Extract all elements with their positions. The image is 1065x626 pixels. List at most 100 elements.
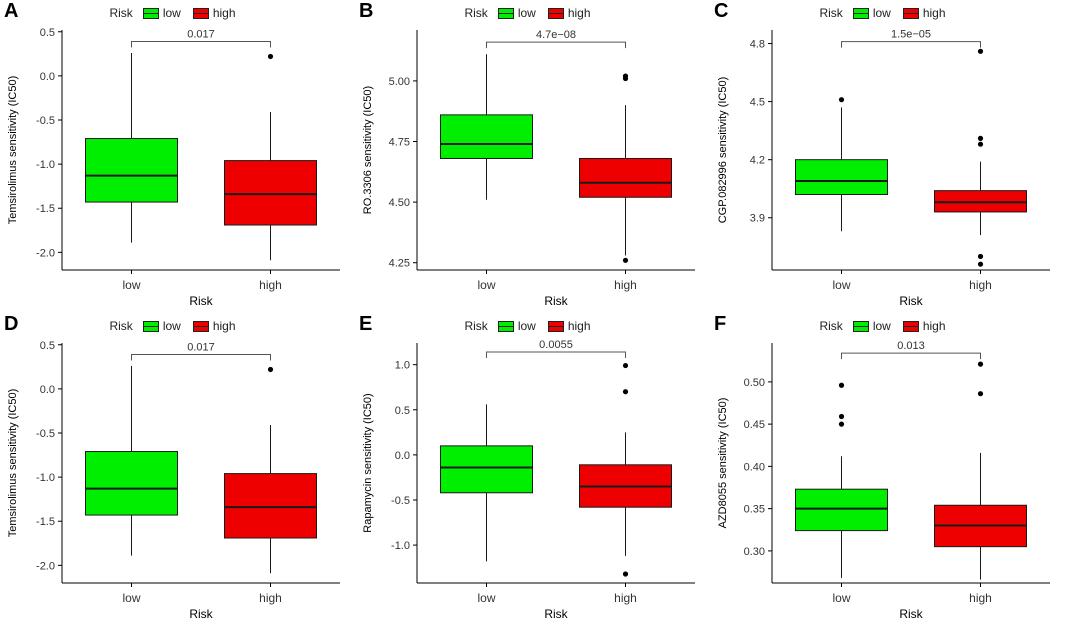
outlier-point [838,413,845,420]
box-low [795,488,888,532]
outlier-point [838,421,845,427]
legend-label-high: high [212,6,236,20]
legend-key-high [547,7,564,19]
y-axis-title: RO.3306 sensitivity (IC50) [362,86,374,214]
chart-svg: 3.9 4.2 4.5 4.8 CGP.082996 sensitivity (IC50… [717,29,1050,308]
x-axis-title: Risk [189,294,213,308]
panel-letter: C [714,0,729,22]
legend-label-high: high [922,6,946,20]
box-high [224,160,317,226]
x-axis-title: Risk [899,294,923,308]
x-tick-label: low [477,278,495,292]
legend-key-low [497,320,514,332]
y-axis-title: Temsirolimus sensitivity (IC50) [7,389,19,538]
p-value-label: 1.5e−05 [891,29,931,41]
legend: Risk low high [0,6,355,20]
y-tick-label: 3.9 [750,213,765,225]
legend-label-high: high [212,319,236,333]
x-tick-label: low [477,591,495,605]
legend-title: Risk [819,319,843,333]
x-axis-title: Risk [544,294,568,308]
legend-title: Risk [109,319,133,333]
panel-letter: B [359,0,374,22]
y-tick-label: -1.0 [36,159,55,171]
panel-letter: A [4,0,19,22]
y-tick-label: 0.5 [40,27,55,39]
y-tick-label: -2.0 [36,560,55,572]
y-tick-label: 0.40 [744,461,765,473]
legend-label-low: low [517,6,536,20]
legend-label-low: low [872,319,891,333]
legend-label-low: low [517,319,536,333]
x-tick-label: high [614,278,637,292]
x-tick-label: high [969,591,992,605]
legend-key-low [142,7,159,19]
legend-title: Risk [819,6,843,20]
outlier-point [622,571,629,577]
outlier-point [977,361,984,367]
box-low [85,138,178,203]
chart-svg: -2.0 -1.5 -1.0 -0.5 0.0 0.5 Temsirolimus sensi… [7,340,340,621]
panel-d: D Risk low high -2.0 -1.5 -1.0 -0.5 0.0 0.5 Te… [0,313,355,626]
chart-svg: 4.25 4.50 4.75 5.00 RO.3306 sensitivity (IC5… [362,29,695,308]
panel-letter: D [4,313,19,335]
legend-key-low [142,320,159,332]
x-tick-label: high [259,591,282,605]
p-value-label: 4.7e−08 [536,29,576,41]
x-tick-label: high [259,278,282,292]
chart-svg: -1.0 -0.5 0.0 0.5 1.0 Rapamycin sensitivity (… [362,339,695,621]
outlier-point [622,389,629,395]
y-tick-label: 0.35 [744,504,765,516]
significance-bracket [131,353,271,361]
y-tick-label: 0.50 [744,377,765,389]
panel-c: C Risk low high 3.9 4.2 4.5 4.8 CGP.082996 s… [710,0,1065,313]
y-tick-label: 4.25 [389,258,410,270]
outlier-point [622,75,629,82]
y-tick-label: 0.0 [40,71,55,83]
legend-key-low [497,7,514,19]
y-tick-label: 5.00 [389,76,410,88]
x-axis-title: Risk [544,607,568,621]
panel-letter: E [359,313,373,335]
significance-bracket [841,352,981,360]
y-tick-label: 4.2 [750,155,765,167]
box-high [579,157,672,198]
y-tick-label: 0.0 [40,384,55,396]
legend: Risk low high [710,319,1065,333]
box-low [440,114,533,159]
outlier-point [622,257,629,263]
outlier-point [977,141,984,147]
y-axis-title: CGP.082996 sensitivity (IC50) [717,77,729,224]
y-tick-label: 0.5 [40,340,55,352]
outlier-point [838,382,845,388]
y-axis-title: Temsirolimus sensitivity (IC50) [7,76,19,225]
y-tick-label: 4.5 [750,97,765,109]
legend-label-high: high [567,319,591,333]
x-tick-label: high [969,278,992,292]
x-axis-title: Risk [899,607,923,621]
x-tick-label: high [614,591,637,605]
legend-title: Risk [109,6,133,20]
p-value-label: 0.017 [187,28,215,40]
outlier-point [267,366,274,373]
y-tick-label: -0.5 [36,115,55,127]
legend-key-high [547,320,564,332]
legend: Risk low high [355,6,710,20]
legend-label-low: low [162,319,181,333]
legend-label-high: high [922,319,946,333]
outlier-point [977,135,984,141]
panel-a: A Risk low high -2.0 -1.5 -1.0 -0.5 0.0 0.5 Te… [0,0,355,313]
x-tick-label: low [122,591,140,605]
y-axis-title: Rapamycin sensitivity (IC50) [362,393,374,532]
y-tick-label: -1.0 [36,472,55,484]
legend-key-high [902,7,919,19]
legend-label-low: low [162,6,181,20]
outlier-point [267,53,274,60]
p-value-label: 0.017 [187,341,215,353]
legend-key-high [192,320,209,332]
chart-svg: -2.0 -1.5 -1.0 -0.5 0.0 0.5 Temsirolimus sensi… [7,27,340,308]
panel-letter: F [714,313,727,335]
outlier-point [977,253,984,260]
significance-bracket [486,351,626,359]
significance-bracket [841,41,981,48]
